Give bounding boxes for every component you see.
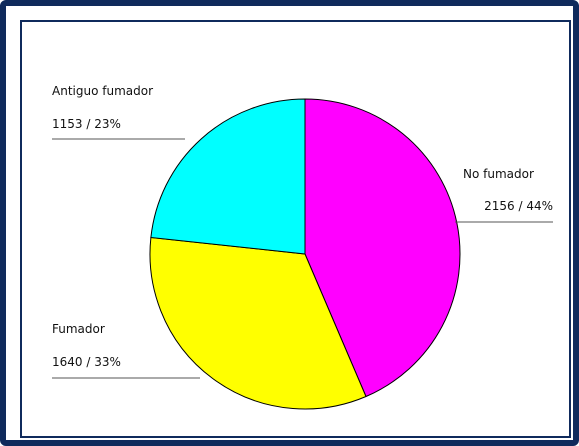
slice-label-antiguo-fumador: Antiguo fumador <box>52 84 153 98</box>
pie-slice-no-fumador <box>304 98 461 398</box>
slice-label-no-fumador: No fumador <box>463 167 534 181</box>
slice-value-fumador: 1640 / 33% <box>52 355 121 369</box>
slice-value-antiguo-fumador: 1153 / 23% <box>52 117 121 131</box>
pie-slice-fumador <box>149 236 367 410</box>
pie-slice-antiguo-fumador <box>150 98 306 255</box>
pie-slices <box>149 98 461 410</box>
slice-value-no-fumador: 2156 / 44% <box>484 199 553 213</box>
slice-label-fumador: Fumador <box>52 322 105 336</box>
leader-lines <box>52 138 553 379</box>
